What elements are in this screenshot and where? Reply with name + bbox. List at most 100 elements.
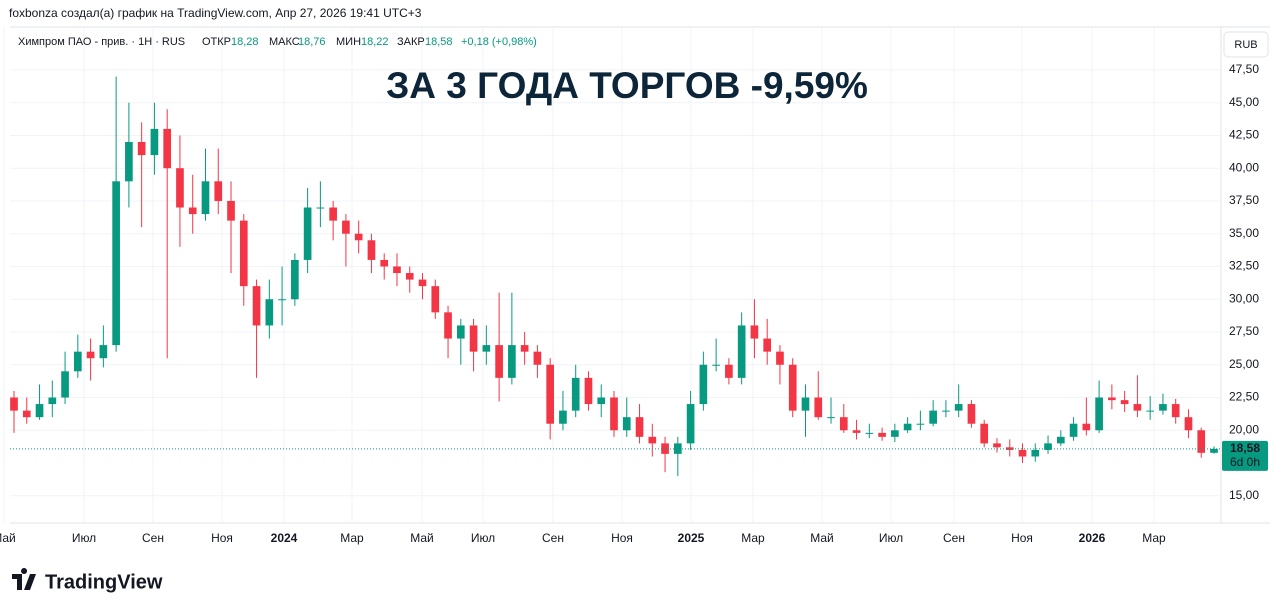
candle-body (661, 443, 669, 454)
change-value: +0,18 (+0,98%) (461, 36, 537, 48)
candle-body (508, 345, 516, 378)
candle-body (763, 338, 772, 352)
candle-body (61, 371, 69, 398)
candle-body (1133, 404, 1142, 411)
high-value: 18,76 (298, 36, 326, 48)
candle-body (278, 299, 286, 301)
candle-body (1082, 423, 1091, 431)
countdown: 6d 0h (1230, 455, 1260, 469)
plot (3, 28, 1221, 522)
x-tick-label: Май (410, 531, 434, 545)
candle-body (648, 436, 657, 444)
currency[interactable]: RUB (1234, 39, 1257, 51)
y-tick-label: 40,00 (1229, 160, 1259, 174)
logo-icon (12, 568, 36, 590)
candle-body (916, 423, 925, 425)
candle-body (303, 207, 312, 260)
logo: TradingView (12, 568, 163, 593)
open-label: ОТКР (202, 36, 231, 48)
candle-body (571, 377, 580, 411)
low-label: МИН (336, 36, 361, 48)
candle-body (380, 259, 389, 267)
candle-body (482, 345, 491, 352)
chart-title: ЗА 3 ГОДА ТОРГОВ -9,59% (386, 65, 868, 106)
candle-body (405, 273, 414, 280)
candle-body (891, 430, 899, 437)
candle-body (329, 207, 337, 221)
high-label: МАКС (269, 36, 300, 48)
y-tick-label: 30,00 (1229, 291, 1259, 305)
x-tick-label: Июл (471, 531, 495, 545)
candle-body (942, 410, 950, 412)
y-tick-label: 32,50 (1229, 259, 1259, 273)
candle-body (239, 220, 248, 287)
candle-body (635, 417, 644, 437)
candle-body (354, 233, 363, 241)
candle-body (469, 325, 478, 352)
candle-body (201, 181, 210, 215)
candle-body (265, 299, 274, 326)
candle-body (342, 220, 350, 234)
candle-body (393, 266, 401, 274)
candle-body (559, 410, 567, 424)
x-tick-label: Сен (943, 531, 965, 545)
candle-body (622, 417, 631, 431)
candle-body (1018, 449, 1027, 457)
candle-body (610, 397, 618, 431)
candle-body (597, 397, 606, 405)
candle-body (839, 417, 848, 431)
currency-button[interactable] (1223, 31, 1269, 58)
symbol: Химпром ПАО - прив. · 1Н · RUS (18, 36, 185, 48)
candle-body (584, 377, 593, 405)
candle-body (112, 181, 120, 346)
candle-body (74, 351, 82, 372)
candle-body (188, 207, 197, 215)
candle-body (878, 432, 886, 437)
y-tick-label: 15,00 (1229, 488, 1259, 502)
candle-body (1184, 417, 1193, 431)
candle-body (993, 443, 1001, 448)
candle-body (814, 397, 823, 418)
candle-body (35, 404, 44, 418)
candle-body (316, 207, 325, 209)
candle-body (86, 351, 95, 359)
x-tick-label: Ноя (611, 531, 633, 545)
candle-body (1095, 397, 1103, 431)
candle-body (686, 404, 695, 444)
candle-body (495, 345, 503, 378)
x-tick-label: 2026 (1079, 531, 1106, 545)
candle-body (456, 325, 465, 339)
candle-body (1031, 449, 1040, 457)
candle-body (750, 325, 759, 339)
candle-body (431, 286, 440, 313)
candle-body (48, 397, 57, 405)
x-tick-label: Сен (142, 531, 164, 545)
candle-body (291, 259, 299, 300)
candle-body (929, 410, 937, 424)
candle-body (699, 364, 708, 405)
candle-body (418, 279, 427, 287)
x-tick-label: Мар (340, 531, 364, 545)
candle-body (137, 142, 146, 156)
y-tick-label: 47,50 (1229, 62, 1259, 76)
x-tick-label: Ноя (1011, 531, 1033, 545)
candle-body (252, 286, 261, 326)
candle-body (214, 181, 223, 201)
candle-body (533, 351, 542, 365)
candle-body (22, 410, 31, 418)
candle-body (1171, 404, 1180, 418)
candle-body (967, 404, 976, 424)
candle-body (546, 364, 554, 424)
candle-body (1120, 400, 1129, 405)
close-label: ЗАКР (397, 36, 425, 48)
candle-body (150, 128, 159, 156)
last-price-label: 18,58 (1230, 441, 1260, 455)
candle-body (712, 364, 720, 366)
y-tick-label: 27,50 (1229, 324, 1259, 338)
last-price-box (1222, 440, 1268, 471)
y-tick-label: 20,00 (1229, 422, 1259, 436)
candle-body (1069, 423, 1078, 437)
